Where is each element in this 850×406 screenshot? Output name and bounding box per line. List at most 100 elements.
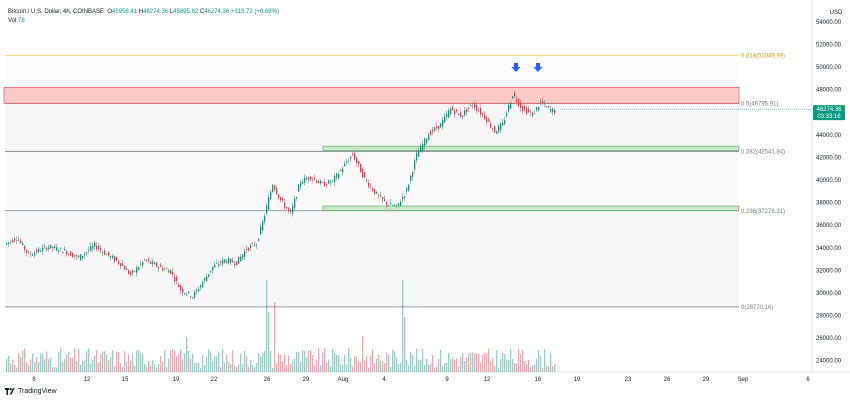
- candle-body-250: [506, 113, 508, 117]
- candle-body-121: [248, 247, 250, 251]
- volume-bar-268: [542, 367, 544, 372]
- volume-bar-163: [332, 348, 334, 372]
- candle-body-188: [382, 197, 384, 200]
- legend-low: 45895.82: [173, 9, 199, 15]
- candle-body-79: [164, 268, 166, 270]
- volume-bar-67: [140, 352, 142, 372]
- volume-bar-14: [34, 362, 36, 372]
- legend-symbol: Bitcoin / U.S. Dollar, 4h, COINBASE: [8, 9, 105, 15]
- volume-bar-186: [378, 354, 380, 372]
- volume-bar-3: [12, 359, 14, 372]
- volume-bar-34: [74, 348, 76, 372]
- candle-body-166: [338, 173, 340, 179]
- volume-bar-212: [430, 363, 432, 372]
- candle-body-221: [448, 110, 450, 118]
- candle-body-114: [234, 263, 236, 265]
- candle-body-14: [34, 252, 36, 256]
- candle-body-101: [208, 274, 210, 277]
- candle-body-167: [340, 169, 342, 171]
- candle-body-17: [40, 251, 42, 252]
- volume-bar-139: [284, 355, 286, 372]
- candle-body-179: [364, 172, 366, 178]
- y-tick-9: 42000.00: [816, 155, 842, 161]
- candle-body-28: [62, 251, 64, 254]
- volume-bar-140: [286, 365, 288, 372]
- volume-bar-182: [370, 355, 372, 372]
- volume-bar-12: [30, 359, 32, 372]
- legend-high: 46274.36: [143, 9, 169, 15]
- volume-bar-130: [266, 280, 268, 372]
- volume-bar-234: [474, 353, 476, 372]
- volume-bar-262: [530, 367, 532, 372]
- volume-bar-143: [292, 360, 294, 372]
- candle-body-91: [188, 291, 190, 293]
- candle-body-47: [100, 248, 102, 251]
- candle-body-73: [152, 261, 154, 264]
- volume-bar-144: [294, 358, 296, 372]
- resistance-zone-0: [3, 87, 740, 104]
- volume-bar-147: [300, 362, 302, 372]
- candle-body-219: [444, 116, 446, 123]
- candle-body-109: [224, 259, 226, 263]
- candle-body-158: [322, 182, 324, 183]
- volume-bar-126: [258, 353, 260, 372]
- volume-bar-270: [546, 366, 548, 372]
- volume-bar-217: [440, 349, 442, 372]
- candle-body-254: [514, 92, 516, 97]
- volume-bar-164: [334, 352, 336, 372]
- tradingview-logo[interactable]: TradingView: [5, 388, 57, 395]
- volume-bar-192: [390, 367, 392, 372]
- volume-bar-72: [150, 365, 152, 372]
- volume-bar-54: [114, 366, 116, 372]
- volume-bar-56: [118, 351, 120, 372]
- volume-bar-77: [160, 355, 162, 372]
- candle-body-39: [84, 253, 86, 256]
- legend-close: 46274.36: [204, 9, 230, 15]
- volume-bar-99: [204, 365, 206, 372]
- x-tick-8: 4: [382, 377, 386, 383]
- candle-body-235: [476, 105, 478, 111]
- candle-body-172: [350, 156, 352, 159]
- legend-open: 45958.41: [112, 9, 138, 15]
- volume-bar-98: [202, 355, 204, 372]
- volume-bar-108: [222, 348, 224, 372]
- candle-body-260: [526, 108, 528, 114]
- candle-body-22: [50, 244, 52, 248]
- candle-body-216: [438, 125, 440, 129]
- candle-body-193: [392, 205, 394, 207]
- volume-bar-90: [186, 337, 188, 372]
- candle-body-76: [158, 267, 160, 269]
- candle-body-274: [554, 109, 556, 114]
- y-tick-7: 38000.00: [816, 201, 842, 207]
- volume-bar-249: [504, 354, 506, 372]
- candle-body-246: [498, 126, 500, 132]
- candle-body-44: [94, 242, 96, 247]
- candle-body-45: [96, 245, 98, 250]
- volume-bar-51: [108, 359, 110, 372]
- candle-body-3: [12, 240, 14, 243]
- volume-bar-57: [120, 363, 122, 372]
- candle-body-81: [168, 270, 170, 273]
- volume-bar-59: [124, 351, 126, 372]
- volume-bar-233: [472, 352, 474, 372]
- volume-bar-91: [188, 350, 190, 372]
- currency-label: USD: [830, 10, 843, 16]
- candle-body-120: [246, 249, 248, 251]
- candle-body-209: [424, 138, 426, 147]
- candle-body-140: [286, 207, 288, 209]
- candle-body-137: [280, 197, 282, 201]
- candle-body-148: [302, 181, 304, 184]
- volume-bar-153: [312, 355, 314, 372]
- volume-bar-131: [268, 312, 270, 372]
- candle-body-111: [228, 258, 230, 264]
- fib-label-3: 0.236(37278.31): [741, 209, 785, 215]
- volume-bar-42: [90, 363, 92, 372]
- volume-bar-261: [528, 359, 530, 372]
- candle-body-175: [356, 158, 358, 163]
- volume-bar-11: [28, 364, 30, 372]
- candle-body-259: [524, 106, 526, 110]
- price-tag-countdown: 03:33:16: [817, 114, 841, 120]
- y-tick-8: 40000.00: [816, 178, 842, 184]
